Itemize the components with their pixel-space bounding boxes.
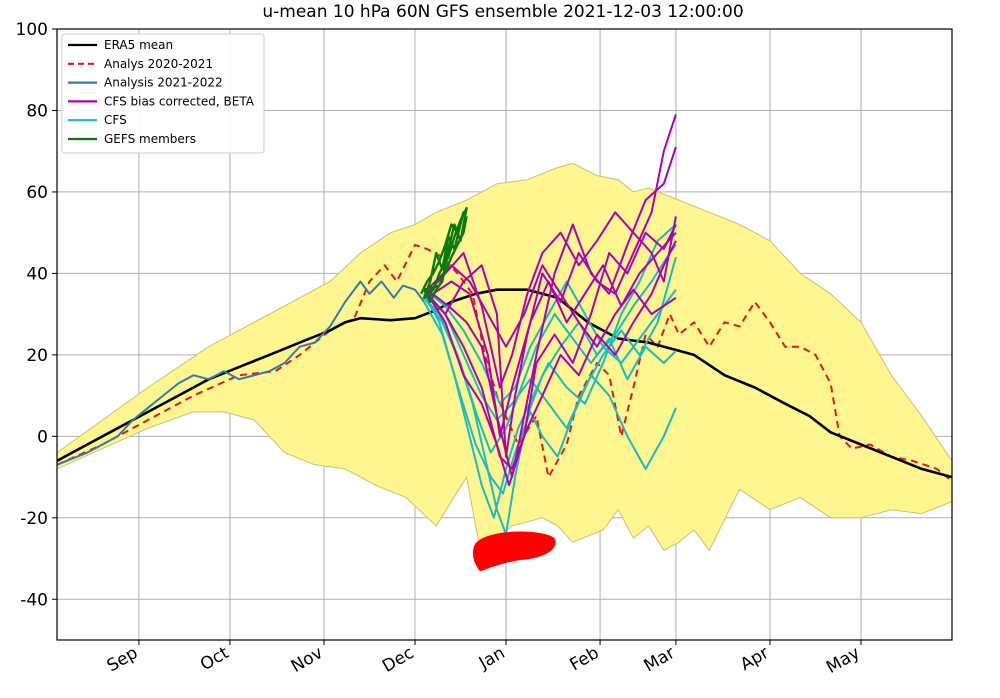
series-cfs-bias-corrected-member <box>426 232 677 438</box>
plot-frame <box>56 28 953 641</box>
y-tick-label: 80 <box>26 101 48 121</box>
y-tick-label: -40 <box>20 590 48 610</box>
x-tick-label: Jan <box>475 643 509 674</box>
x-tick-label: Oct <box>197 643 233 675</box>
ensemble-envelope <box>56 162 953 560</box>
legend-label: CFS bias corrected, BETA <box>104 94 255 108</box>
legend-label: GEFS members <box>104 132 196 146</box>
legend-box <box>61 33 265 154</box>
series-cfs-member <box>423 223 677 519</box>
y-tick-label: 100 <box>16 20 48 40</box>
series-cfs-member <box>423 301 677 495</box>
x-tick-label: Apr <box>737 643 772 675</box>
chart-title: u-mean 10 hPa 60N GFS ensemble 2021-12-0… <box>262 2 743 22</box>
x-tick-label: Feb <box>566 643 602 675</box>
x-tick-label: Dec <box>379 643 417 677</box>
legend-label: Analys 2020-2021 <box>104 57 213 71</box>
series-cfs-bias-corrected-member <box>426 146 677 479</box>
red-scribble-annotation <box>472 531 556 571</box>
series-cfs-bias-corrected-member <box>426 224 677 487</box>
series-analysis-2021-2022 <box>56 280 425 466</box>
series-analys-2020-2021 <box>56 243 953 482</box>
y-tick-label: 0 <box>37 427 48 447</box>
series-layer <box>56 114 953 536</box>
series-cfs-bias-corrected-member <box>426 264 677 348</box>
y-tick-label: 20 <box>26 346 48 366</box>
y-axis: -40 -20 0 20 40 60 80 100 <box>16 20 57 610</box>
x-tick-label: Nov <box>288 643 327 677</box>
annotation-layer <box>472 531 556 571</box>
legend-label: ERA5 mean <box>104 38 173 52</box>
y-tick-label: 40 <box>26 264 48 284</box>
series-gefs-members <box>420 207 468 304</box>
series-cfs-bias-corrected-member <box>426 240 677 470</box>
x-axis: Sep Oct Nov Dec Jan Feb Mar Apr May <box>104 640 863 678</box>
x-tick-label: May <box>823 643 863 678</box>
legend-label: CFS <box>104 113 127 127</box>
series-cfs-member <box>423 256 677 430</box>
series-era5-mean <box>56 288 953 479</box>
legend-label: Analysis 2021-2022 <box>104 76 223 90</box>
x-tick-label: Mar <box>641 643 679 676</box>
x-tick-label: Sep <box>104 643 142 676</box>
legend: ERA5 mean Analys 2020-2021 Analysis 2021-2… <box>61 33 265 154</box>
series-cfs-bias-corrected-member <box>426 211 677 389</box>
envelope-layer <box>56 162 953 560</box>
y-tick-label: 60 <box>26 183 48 203</box>
series-cfs-member <box>423 297 677 454</box>
y-tick-label: -20 <box>20 509 48 529</box>
